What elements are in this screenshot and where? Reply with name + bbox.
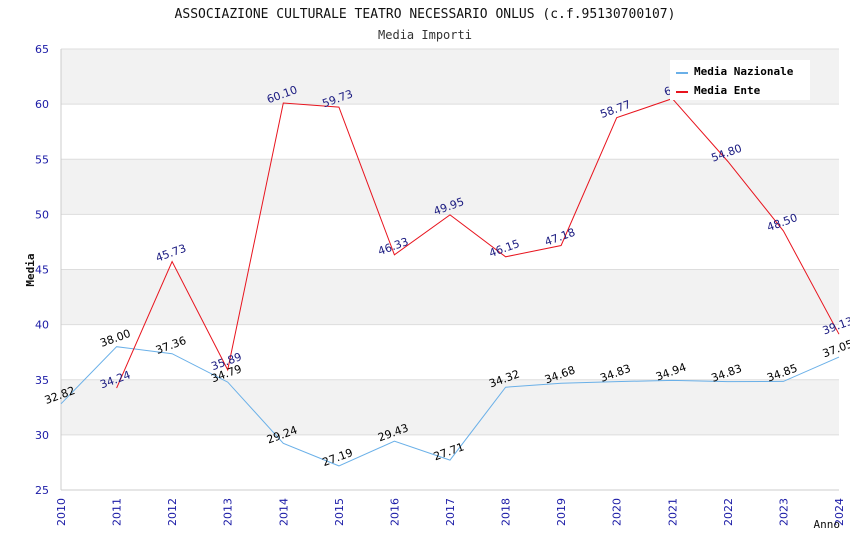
legend: Media Nazionale Media Ente — [670, 60, 810, 100]
chart-subtitle: Media Importi — [378, 28, 472, 42]
y-tick-label: 30 — [35, 429, 49, 442]
plot-band — [61, 269, 839, 325]
y-tick-label: 35 — [35, 374, 49, 387]
series-line-media-ente — [116, 98, 840, 389]
x-tick-label: 2023 — [777, 498, 790, 526]
x-tick-label: 2013 — [222, 498, 235, 526]
axes: 25 30 35 40 45 50 55 60 65 2010 2011 2012 2013 2014 20… — [35, 43, 846, 526]
legend-label-media-nazionale: Media Nazionale — [694, 65, 794, 78]
chart-title: ASSOCIAZIONE CULTURALE TEATRO NECESSARIO… — [175, 7, 676, 22]
x-tick-label: 2019 — [555, 498, 568, 526]
x-tick-label: 2012 — [166, 498, 179, 526]
data-label: 45.73 — [154, 242, 188, 265]
series-lines — [60, 98, 840, 467]
data-label: 47.18 — [543, 226, 577, 249]
x-tick-label: 2021 — [666, 498, 679, 526]
y-tick-label: 60 — [35, 98, 49, 111]
plot-band — [61, 159, 839, 215]
y-tick-label: 65 — [35, 43, 49, 56]
x-tick-label: 2020 — [611, 498, 624, 526]
y-tick-label: 55 — [35, 153, 49, 166]
data-label: 38.00 — [98, 327, 132, 350]
y-tick-label: 50 — [35, 208, 49, 221]
y-tick-label: 25 — [35, 484, 49, 497]
x-tick-label: 2024 — [833, 498, 846, 526]
x-tick-label: 2014 — [277, 498, 290, 526]
legend-label-media-ente: Media Ente — [694, 84, 761, 97]
data-label: 37.05 — [821, 337, 850, 360]
y-axis-label: Media — [24, 253, 37, 286]
x-tick-label: 2016 — [388, 498, 401, 526]
y-tick-label: 40 — [35, 319, 49, 332]
data-label: 46.15 — [487, 237, 521, 260]
x-tick-label: 2010 — [55, 498, 68, 526]
y-tick-label: 45 — [35, 264, 49, 277]
plot-band — [61, 379, 839, 435]
x-tick-label: 2017 — [444, 498, 457, 526]
x-tick-label: 2018 — [500, 498, 513, 526]
x-tick-label: 2022 — [722, 498, 735, 526]
plot-bands — [61, 49, 839, 435]
data-label: 46.33 — [376, 235, 410, 258]
x-axis-label: Anno — [814, 518, 841, 531]
series-line-media-nazionale — [60, 346, 840, 467]
x-tick-label: 2015 — [333, 498, 346, 526]
x-tick-label: 2011 — [111, 498, 124, 526]
legend-box — [670, 60, 810, 100]
